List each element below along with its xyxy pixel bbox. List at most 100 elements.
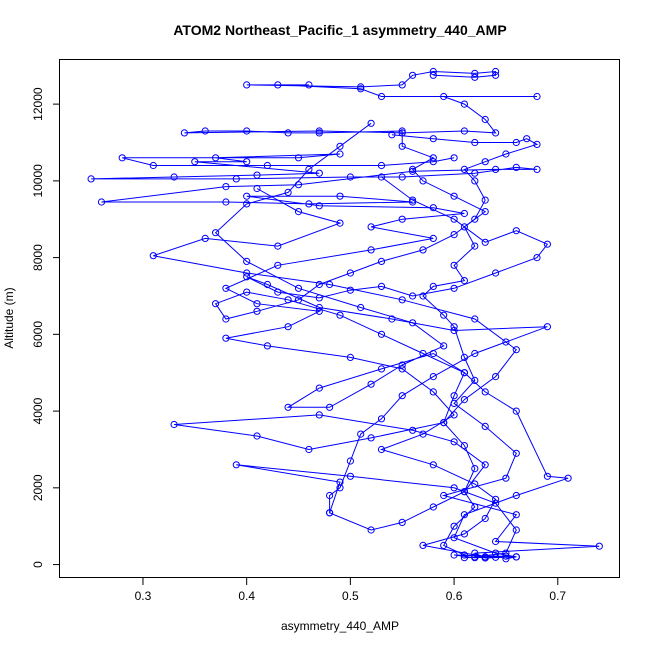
y-tick-label: 4000 (31, 397, 45, 424)
data-point (377, 282, 386, 290)
data-point (326, 491, 334, 500)
data-point (502, 474, 510, 482)
data-point (502, 338, 510, 346)
data-point (481, 553, 489, 561)
data-point (367, 246, 375, 254)
data-layer (87, 67, 603, 563)
data-point (336, 484, 344, 492)
data-point (471, 376, 479, 384)
data-point (492, 499, 500, 507)
data-point (481, 158, 489, 166)
data-point (450, 215, 458, 223)
data-point (460, 100, 468, 108)
data-point (460, 488, 468, 496)
data-point (409, 196, 417, 204)
data-point (253, 171, 261, 179)
data-point (429, 388, 437, 396)
data-point (149, 161, 157, 170)
data-point (471, 503, 479, 511)
data-point (419, 349, 427, 358)
data-point (357, 83, 365, 91)
data-point (377, 330, 386, 338)
data-point (232, 461, 240, 469)
data-point (409, 319, 417, 327)
data-point (315, 129, 323, 137)
data-point (409, 167, 417, 175)
data-point (429, 158, 437, 166)
data-point (460, 369, 468, 377)
data-point (533, 254, 541, 262)
y-tick-label: 12000 (31, 87, 45, 121)
data-point (274, 261, 282, 269)
data-point (284, 188, 292, 196)
data-point (326, 280, 334, 289)
y-tick-label: 6000 (31, 321, 45, 348)
data-point (294, 284, 303, 292)
data-point (440, 541, 448, 550)
data-point (398, 296, 406, 304)
series-3 (149, 184, 520, 561)
data-point (460, 127, 468, 135)
data-point (492, 129, 500, 137)
data-point (346, 173, 354, 181)
data-point (87, 175, 95, 183)
data-point (284, 296, 292, 304)
data-point (336, 478, 344, 486)
series-5 (243, 173, 552, 517)
data-point (460, 396, 468, 404)
data-point (409, 165, 417, 173)
data-point (243, 200, 251, 208)
data-point (419, 177, 427, 185)
data-point (243, 257, 251, 265)
data-point (471, 553, 479, 561)
data-point (409, 71, 417, 79)
data-point (212, 154, 220, 162)
data-point (263, 161, 271, 170)
data-point (315, 280, 323, 289)
plot-frame (59, 59, 620, 578)
data-point (377, 92, 386, 101)
data-point (377, 365, 386, 373)
data-point (492, 495, 500, 503)
data-point (429, 282, 437, 290)
data-point (222, 315, 230, 323)
data-point (315, 307, 323, 315)
x-tick-label: 0.7 (549, 589, 566, 603)
data-point (471, 73, 479, 81)
data-point (450, 484, 458, 492)
data-point (481, 196, 489, 204)
data-point (440, 311, 448, 319)
data-point (512, 449, 520, 457)
data-point (481, 388, 489, 396)
data-point (336, 311, 344, 319)
data-point (149, 252, 157, 260)
data-point (512, 491, 520, 500)
data-point (263, 280, 271, 289)
data-point (170, 173, 178, 181)
data-point (180, 129, 188, 137)
data-point (429, 503, 437, 511)
data-point (253, 307, 261, 315)
data-point (284, 129, 292, 137)
data-point (481, 461, 489, 469)
y-tick-label: 2000 (31, 474, 45, 501)
data-point (419, 541, 427, 550)
data-point (471, 315, 479, 323)
data-point (367, 380, 375, 388)
series-2 (87, 150, 541, 561)
data-point (409, 426, 417, 434)
data-point (429, 373, 437, 381)
data-point (263, 342, 271, 350)
data-point (284, 403, 292, 411)
data-point (533, 92, 541, 101)
data-point (460, 511, 468, 519)
data-point (450, 192, 458, 200)
data-point (377, 173, 386, 181)
data-point (440, 342, 448, 350)
data-point (471, 242, 479, 250)
x-tick-label: 0.6 (446, 589, 463, 603)
series-line (184, 70, 600, 559)
data-point (450, 284, 458, 292)
